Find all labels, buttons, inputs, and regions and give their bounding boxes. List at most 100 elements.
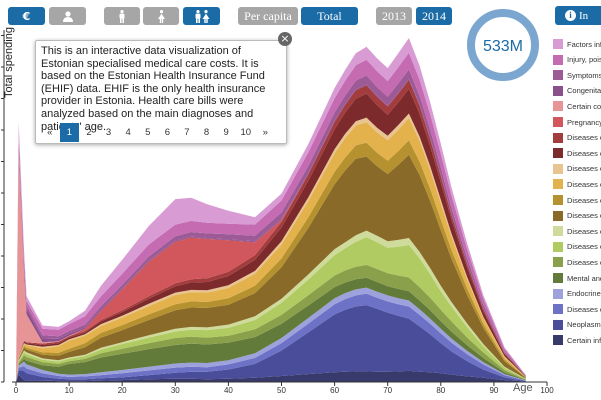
legend-swatch (553, 273, 563, 283)
legend-item[interactable]: Diseases o (553, 225, 601, 237)
legend-swatch (553, 335, 563, 346)
x-tick-label: 60 (330, 386, 339, 395)
user-button[interactable] (49, 7, 86, 25)
intro-text: This is an interactive data visualizatio… (41, 45, 266, 133)
x-tick-label: 50 (277, 386, 286, 395)
area-series[interactable] (16, 140, 526, 382)
legend-item[interactable]: Diseases o (553, 178, 601, 190)
legend-swatch (553, 241, 563, 252)
area-series[interactable] (16, 118, 526, 382)
legend-label: Neoplasms (567, 320, 601, 330)
legend-item[interactable]: Certain con (553, 100, 601, 112)
area-series[interactable] (16, 264, 526, 382)
area-series[interactable] (16, 230, 526, 382)
male-icon (118, 9, 126, 23)
per-capita-button[interactable]: Per capita (238, 7, 298, 25)
area-series[interactable] (16, 305, 526, 382)
legend-item[interactable]: Endocrine, (553, 288, 601, 300)
legend-swatch (553, 226, 563, 237)
legend-item[interactable]: Certain infe (553, 334, 601, 346)
area-series[interactable] (16, 370, 526, 382)
legend-label: Endocrine, (567, 289, 601, 299)
info-label: In (579, 9, 589, 22)
pagination-page[interactable]: 2 (86, 127, 92, 138)
pagination-page[interactable]: 7 (184, 127, 190, 138)
area-series[interactable] (16, 52, 526, 383)
x-tick-label: 70 (383, 386, 392, 395)
pagination-page[interactable]: 5 (145, 127, 151, 138)
female-button[interactable] (143, 7, 179, 25)
legend-label: Congenital (567, 86, 601, 96)
legend-item[interactable]: Diseases o (553, 194, 601, 206)
legend-label: Certain infe (567, 335, 601, 345)
pagination-page[interactable]: 8 (203, 127, 210, 138)
legend-item[interactable]: Pregnancy, (553, 116, 601, 128)
legend-item[interactable]: Diseases o (553, 163, 601, 175)
legend-item[interactable]: Diseases o (553, 256, 601, 268)
currency-button[interactable]: € (8, 7, 45, 25)
y-axis-label: Total spending (3, 27, 15, 98)
legend-label: Certain con (567, 101, 601, 111)
legend-swatch (553, 70, 563, 81)
pagination-page[interactable]: 10 (240, 127, 252, 138)
total-button[interactable]: Total (301, 7, 358, 25)
legend-swatch (553, 257, 563, 268)
legend-item[interactable]: Diseases o (553, 132, 601, 144)
legend-item[interactable]: Diseases o (553, 241, 601, 253)
pagination-next[interactable]: » (262, 127, 268, 138)
pagination-page[interactable]: 6 (164, 127, 170, 138)
legend-item[interactable]: Injury, pois (553, 54, 601, 66)
legend-item[interactable]: Congenital (553, 85, 601, 97)
legend-label: Diseases o (567, 242, 601, 252)
legend-swatch (553, 132, 563, 143)
legend-label: Diseases o (567, 257, 601, 267)
legend-label: Diseases o (567, 179, 601, 189)
legend-swatch (553, 163, 563, 174)
year-2014-button[interactable]: 2014 (416, 7, 452, 25)
x-tick-label: 30 (171, 386, 180, 395)
legend-label: Diseases o (567, 211, 601, 221)
legend-item[interactable]: Factors infl (553, 38, 601, 50)
legend-label: Diseases o (567, 164, 601, 174)
area-series[interactable] (16, 154, 526, 382)
legend-swatch (553, 210, 563, 221)
legend-swatch (553, 288, 563, 299)
legend-swatch (553, 85, 563, 96)
area-series[interactable] (16, 237, 526, 382)
year-2013-button[interactable]: 2013 (376, 7, 412, 25)
area-series[interactable] (16, 293, 526, 382)
legend-swatch (553, 195, 563, 205)
legend-item[interactable]: Symptoms (553, 69, 601, 81)
legend-item[interactable]: Diseases o (553, 210, 601, 222)
legend-label: Mental and (567, 273, 601, 283)
legend-swatch (553, 39, 563, 49)
legend-label: Pregnancy, (567, 117, 601, 127)
area-series[interactable] (16, 277, 526, 382)
pagination: « 1 2 3 4 5 6 7 8 9 10 » (40, 123, 275, 142)
total-badge-ring (467, 9, 539, 81)
legend-label: Injury, pois (567, 55, 601, 65)
pagination-page[interactable]: 9 (223, 127, 229, 138)
legend-label: Diseases o (567, 133, 601, 143)
area-series[interactable] (16, 69, 526, 383)
legend-item[interactable]: Neoplasms (553, 319, 601, 331)
male-button[interactable] (104, 7, 140, 25)
close-icon[interactable]: × (278, 32, 292, 46)
pagination-page[interactable]: 4 (125, 127, 131, 138)
legend-item[interactable]: Diseases o (553, 147, 601, 159)
legend-item[interactable]: Diseases o (553, 303, 601, 315)
pagination-page[interactable]: 1 (59, 123, 80, 142)
legend-swatch (553, 101, 563, 112)
legend-label: Diseases o (567, 148, 601, 158)
pagination-page[interactable]: 3 (105, 127, 112, 138)
legend-item[interactable]: Mental and (553, 272, 601, 284)
area-series[interactable] (16, 38, 526, 382)
pagination-prev[interactable]: « (47, 127, 53, 138)
x-tick-label: 0 (14, 386, 19, 395)
x-axis-label: Age (513, 382, 533, 394)
legend-label: Diseases o (567, 304, 601, 314)
info-button[interactable]: i In (555, 6, 601, 25)
female-icon (157, 9, 166, 23)
area-series[interactable] (16, 79, 526, 382)
both-genders-button[interactable] (183, 7, 220, 25)
